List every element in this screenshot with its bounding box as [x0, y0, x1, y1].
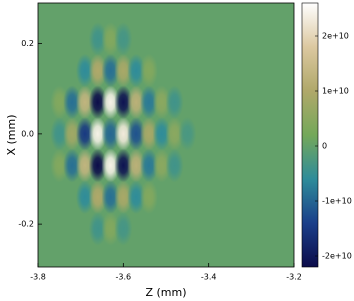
- field-blob: [114, 53, 133, 88]
- field-blob: [127, 180, 146, 215]
- field-blob: [50, 148, 69, 183]
- field-blob: [114, 22, 133, 57]
- field-blob: [101, 53, 120, 88]
- y-tick-label: -0.2: [18, 220, 34, 229]
- colorbar-tick-label: 2e+10: [322, 32, 349, 41]
- plot-frame: [37, 2, 295, 268]
- field-blob: [101, 116, 120, 151]
- field-blob: [139, 53, 158, 88]
- field-blob: [101, 148, 120, 183]
- field-blob: [75, 85, 94, 120]
- y-axis-label: X (mm): [5, 114, 18, 155]
- field-blob: [50, 85, 69, 120]
- field-blob: [127, 116, 146, 151]
- field-blob: [152, 116, 171, 151]
- field-blob: [139, 180, 158, 215]
- field-blob: [50, 116, 69, 151]
- colorbar-tick-label: -1e+10: [322, 197, 352, 206]
- field-blob: [127, 148, 146, 183]
- field-blob: [88, 148, 107, 183]
- field-blob: [88, 116, 107, 151]
- field-blob: [101, 211, 120, 246]
- x-tick-label: -3.8: [30, 273, 46, 282]
- x-tick-label: -3.2: [286, 273, 302, 282]
- field-blob: [88, 85, 107, 120]
- y-tick-label: 0.2: [21, 39, 34, 48]
- y-tick-label: 0.0: [21, 129, 34, 138]
- field-blob: [139, 85, 158, 120]
- field-blob: [75, 116, 94, 151]
- field-blob: [165, 148, 184, 183]
- colorbar: [301, 2, 319, 268]
- field-blob: [114, 148, 133, 183]
- field-blob: [114, 85, 133, 120]
- field-blob: [152, 148, 171, 183]
- x-tick-label: -3.4: [201, 273, 217, 282]
- colorbar-tick-label: 0: [322, 142, 327, 151]
- field-blob: [101, 22, 120, 57]
- field-blob: [101, 85, 120, 120]
- field-blob: [139, 116, 158, 151]
- x-tick-label: -3.6: [116, 273, 132, 282]
- field-blob: [88, 53, 107, 88]
- field-blob: [63, 116, 82, 151]
- x-axis-label: Z (mm): [145, 286, 186, 299]
- colorbar-tick-label: -2e+10: [322, 252, 352, 261]
- field-blob: [88, 22, 107, 57]
- field-blob: [88, 211, 107, 246]
- field-blob: [114, 116, 133, 151]
- field-blob: [165, 116, 184, 151]
- field-blob: [75, 180, 94, 215]
- field-blob: [152, 85, 171, 120]
- field-blob: [63, 85, 82, 120]
- colorbar-tick-label: 1e+10: [322, 87, 349, 96]
- field-blob: [178, 116, 197, 151]
- field-blob: [75, 148, 94, 183]
- field-blob: [165, 85, 184, 120]
- field-blob: [88, 180, 107, 215]
- field: [50, 22, 197, 246]
- field-blob: [101, 180, 120, 215]
- field-blob: [139, 148, 158, 183]
- field-blob: [75, 53, 94, 88]
- field-blob: [114, 211, 133, 246]
- field-blob: [127, 85, 146, 120]
- field-blob: [63, 148, 82, 183]
- field-blob: [127, 53, 146, 88]
- field-blob: [114, 180, 133, 215]
